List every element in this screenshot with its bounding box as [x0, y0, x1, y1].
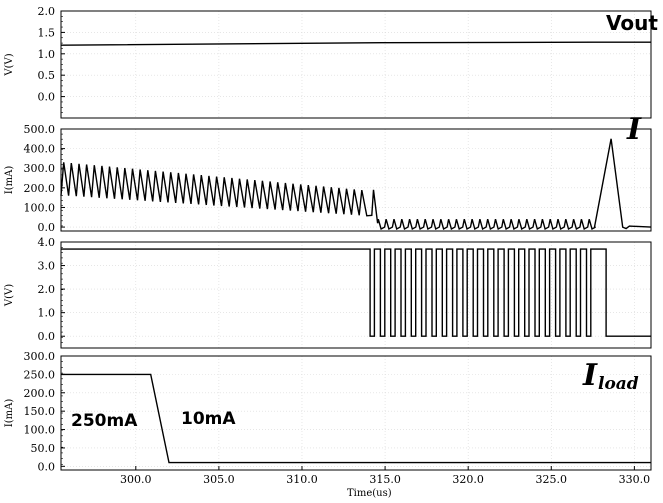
ytick-label-3-0: 4.0 [38, 236, 56, 249]
ytick-label-2-2: 300.0 [24, 162, 56, 175]
series-line-1 [60, 41, 651, 46]
xtick-label-0: 300.0 [120, 473, 152, 486]
panel-frame-1 [60, 10, 652, 119]
ytick-label-4-4: 100.0 [24, 424, 56, 437]
annotation-10ma: 10mA [181, 409, 236, 429]
annotation-250ma: 250mA [71, 411, 138, 431]
title-i: I [626, 112, 642, 147]
xtick-label-4: 320.0 [452, 473, 484, 486]
title-vout: Vout [606, 11, 658, 35]
panel-4: 300.0 250.0 200.0 150.0 100.0 50.0 0.0 I(mA) [4, 350, 652, 473]
title-iload: I [582, 358, 598, 393]
ytick-label-1-4: 0.0 [38, 91, 56, 104]
panel-3: 4.0 3.0 2.0 1.0 0.0 V(V) [4, 236, 652, 349]
panel-frame-4 [60, 355, 652, 471]
series-line-4 [61, 373, 651, 464]
ytick-label-2-0: 500.0 [24, 123, 56, 136]
x-axis-label: Time(us) [347, 488, 392, 499]
ytick-label-4-1: 250.0 [24, 368, 56, 381]
ytick-label-4-3: 150.0 [24, 405, 56, 418]
ytick-label-2-3: 200.0 [24, 182, 56, 195]
xtick-label-6: 330.0 [619, 473, 651, 486]
ytick-label-4-0: 300.0 [24, 350, 56, 363]
ytick-label-1-3: 0.5 [38, 69, 56, 82]
ytick-label-1-0: 2.0 [38, 5, 56, 18]
xtick-label-3: 315.0 [369, 473, 401, 486]
ytick-label-4-6: 0.0 [38, 460, 56, 473]
ytick-label-3-2: 2.0 [38, 283, 56, 296]
ytick-label-1-2: 1.0 [38, 48, 56, 61]
ytick-label-4-2: 200.0 [24, 387, 56, 400]
panel-frame-2 [60, 128, 652, 232]
ytick-label-2-5: 0.0 [38, 221, 56, 234]
xtick-label-2: 310.0 [286, 473, 318, 486]
panel-2: 500.0 400.0 300.0 200.0 100.0 0.0 I(mA) [4, 123, 652, 234]
panel-frame-3 [60, 241, 652, 349]
title-iload-subscript: load [598, 374, 639, 394]
ytick-label-1-1: 1.5 [38, 26, 56, 39]
y-axis-label-1: V(V) [4, 53, 15, 76]
ytick-label-4-5: 50.0 [31, 442, 56, 455]
ytick-label-2-1: 400.0 [24, 143, 56, 156]
y-axis-label-4: I(mA) [4, 399, 15, 428]
ytick-label-3-1: 3.0 [38, 260, 56, 273]
panels-group: 2.0 1.5 1.0 0.5 0.0 V(V) 500.0 400.0 300.0 200.0 1… [4, 5, 652, 486]
ytick-label-2-4: 100.0 [24, 201, 56, 214]
series-line-2 [60, 138, 652, 231]
y-axis-label-2: I(mA) [4, 166, 15, 195]
ytick-label-3-4: 0.0 [38, 330, 56, 343]
xtick-label-5: 325.0 [536, 473, 568, 486]
panel-1: 2.0 1.5 1.0 0.5 0.0 V(V) [4, 5, 652, 119]
series-line-3 [61, 248, 651, 337]
ytick-label-3-3: 1.0 [38, 307, 56, 320]
y-axis-label-3: V(V) [4, 284, 15, 307]
xtick-label-1: 305.0 [203, 473, 235, 486]
